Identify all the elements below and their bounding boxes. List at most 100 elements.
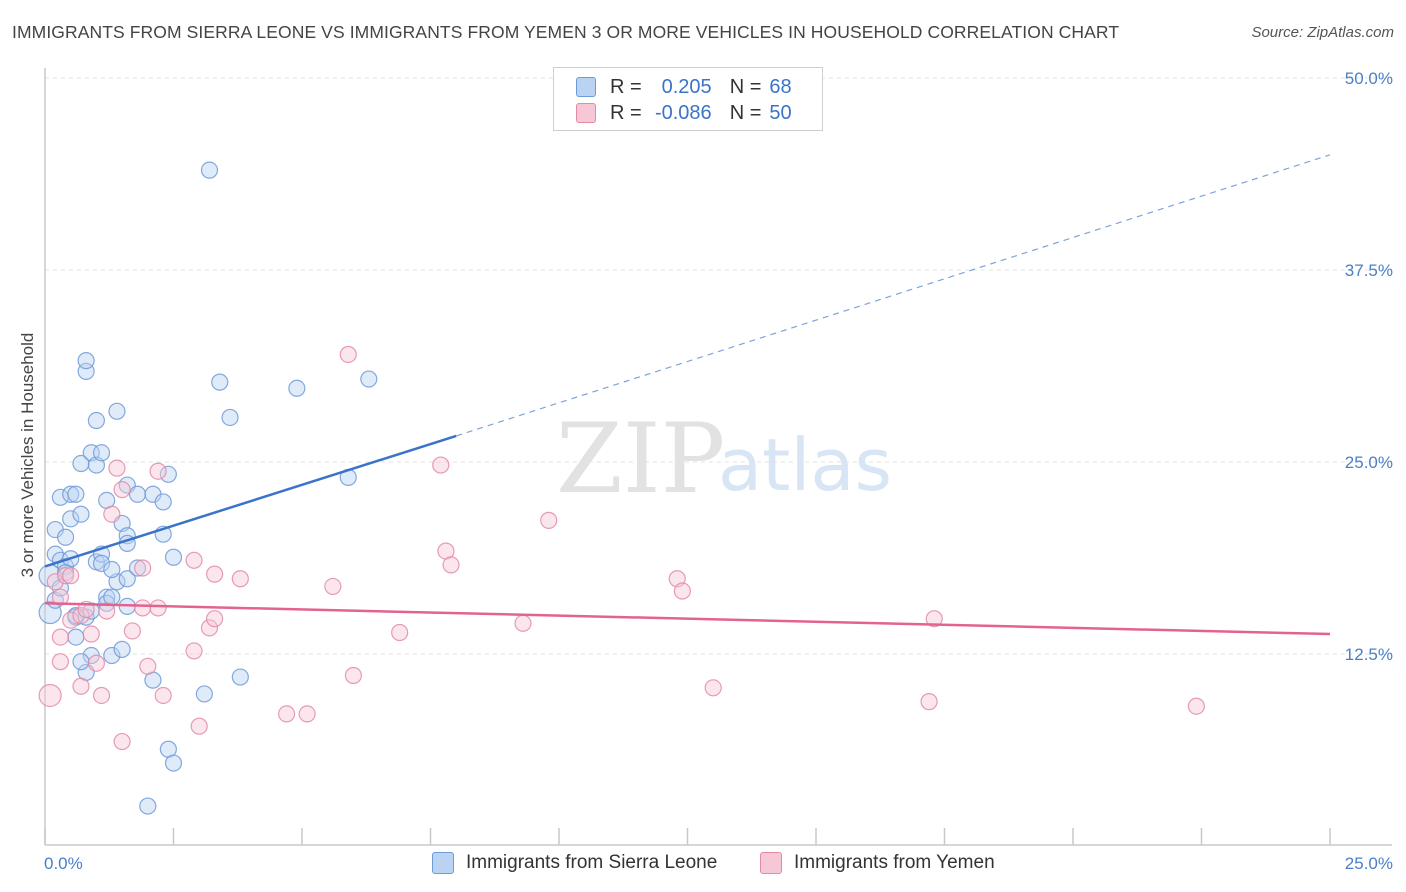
axes (44, 68, 1392, 846)
source-label: Source: ZipAtlas.com (1251, 24, 1394, 41)
data-point (344, 666, 362, 685)
data-point (514, 614, 532, 632)
data-point (391, 623, 409, 642)
data-point (231, 668, 249, 686)
legend-n-value: 68 (769, 75, 792, 98)
data-point (185, 642, 203, 660)
legend-row-sierra-leone: R = 0.205 N = 68 (576, 75, 792, 99)
data-point (540, 511, 558, 529)
data-point (56, 528, 75, 546)
data-point (51, 628, 70, 646)
data-point (231, 570, 249, 588)
y-tick-label: 37.5% (1345, 261, 1393, 280)
data-point (92, 554, 111, 572)
legend-item-sierra-leone[interactable]: Immigrants from Sierra Leone (432, 852, 717, 874)
data-point (673, 582, 691, 600)
watermark-atlas: atlas (718, 423, 892, 507)
data-point (38, 683, 62, 708)
data-point (704, 679, 722, 697)
legend-r-label: R = (610, 101, 642, 124)
data-point (920, 693, 938, 711)
data-point (134, 559, 152, 577)
data-point (195, 685, 213, 703)
chart-title: IMMIGRANTS FROM SIERRA LEONE VS IMMIGRAN… (12, 22, 1120, 42)
legend-row-yemen: R = -0.086 N = 50 (576, 101, 792, 125)
data-point (51, 653, 70, 671)
data-point (324, 577, 342, 596)
data-point (51, 588, 70, 606)
data-point (925, 610, 943, 628)
data-point (200, 619, 219, 637)
data-point (103, 505, 121, 523)
data-point (108, 459, 126, 477)
data-point (56, 567, 75, 585)
data-point (128, 485, 147, 503)
legend-item-yemen[interactable]: Immigrants from Yemen (760, 852, 995, 874)
data-point (206, 565, 224, 583)
legend-swatch-pink (576, 103, 596, 123)
data-point (98, 602, 116, 620)
data-point (298, 705, 316, 723)
data-point (118, 570, 136, 588)
grid-lines (45, 77, 1392, 655)
data-point (123, 622, 141, 640)
data-point (159, 465, 177, 483)
data-point (211, 373, 229, 391)
legend-swatch-blue (432, 852, 454, 874)
data-point (87, 654, 106, 672)
data-point (38, 600, 62, 625)
trendline-yemen (44, 602, 1331, 636)
data-point (200, 161, 219, 179)
data-point (62, 567, 80, 585)
data-point (82, 625, 100, 643)
data-point (46, 573, 64, 591)
data-point (442, 556, 460, 574)
data-point (128, 559, 147, 577)
data-point (277, 705, 296, 723)
data-point (134, 599, 152, 617)
data-point (92, 686, 111, 705)
legend-swatch-blue (576, 77, 596, 97)
data-point (149, 462, 167, 480)
data-point (92, 444, 111, 462)
data-point (164, 754, 183, 772)
data-point (288, 379, 306, 397)
series-yemen (38, 345, 1205, 751)
legend-swatch-pink (760, 852, 782, 874)
data-point (190, 717, 208, 735)
watermark: ZIP atlas (556, 403, 892, 515)
data-point (103, 560, 121, 579)
legend-label-sierra-leone: Immigrants from Sierra Leone (466, 852, 718, 873)
y-axis-title: 3 or more Vehicles in Household (18, 333, 37, 578)
data-point (154, 686, 172, 705)
legend-r-value: 0.205 (661, 75, 712, 98)
legend-n-label: N = (729, 75, 762, 98)
data-point (62, 510, 80, 528)
data-point (72, 677, 90, 695)
data-point (72, 505, 90, 523)
x-tick-label: 25.0% (1345, 854, 1393, 873)
trendline-sierra-leone (44, 434, 457, 568)
legend-r-label: R = (610, 75, 642, 98)
y-tick-labels: 12.5% 25.0% 37.5% 50.0% (1345, 69, 1393, 664)
legend-n-value: 50 (769, 101, 792, 124)
series-legend: Immigrants from Sierra Leone Immigrants … (0, 852, 1406, 878)
data-point (164, 548, 183, 566)
data-point (87, 411, 106, 430)
correlation-legend: R = 0.205 N = 68 R = -0.086 N = 50 (553, 67, 823, 131)
legend-n-label: N = (729, 101, 762, 124)
series-sierra-leone (38, 161, 378, 815)
x-tick-labels: 0.0% 25.0% (44, 854, 1393, 873)
data-point (108, 402, 126, 420)
data-point (221, 408, 239, 427)
data-point (139, 657, 157, 675)
x-tick-label: 0.0% (44, 854, 83, 873)
data-point (113, 481, 131, 499)
data-point (62, 485, 80, 503)
data-point (360, 370, 378, 388)
data-point (67, 628, 85, 646)
data-point (185, 551, 203, 569)
data-point (67, 606, 85, 625)
data-point (432, 456, 450, 474)
